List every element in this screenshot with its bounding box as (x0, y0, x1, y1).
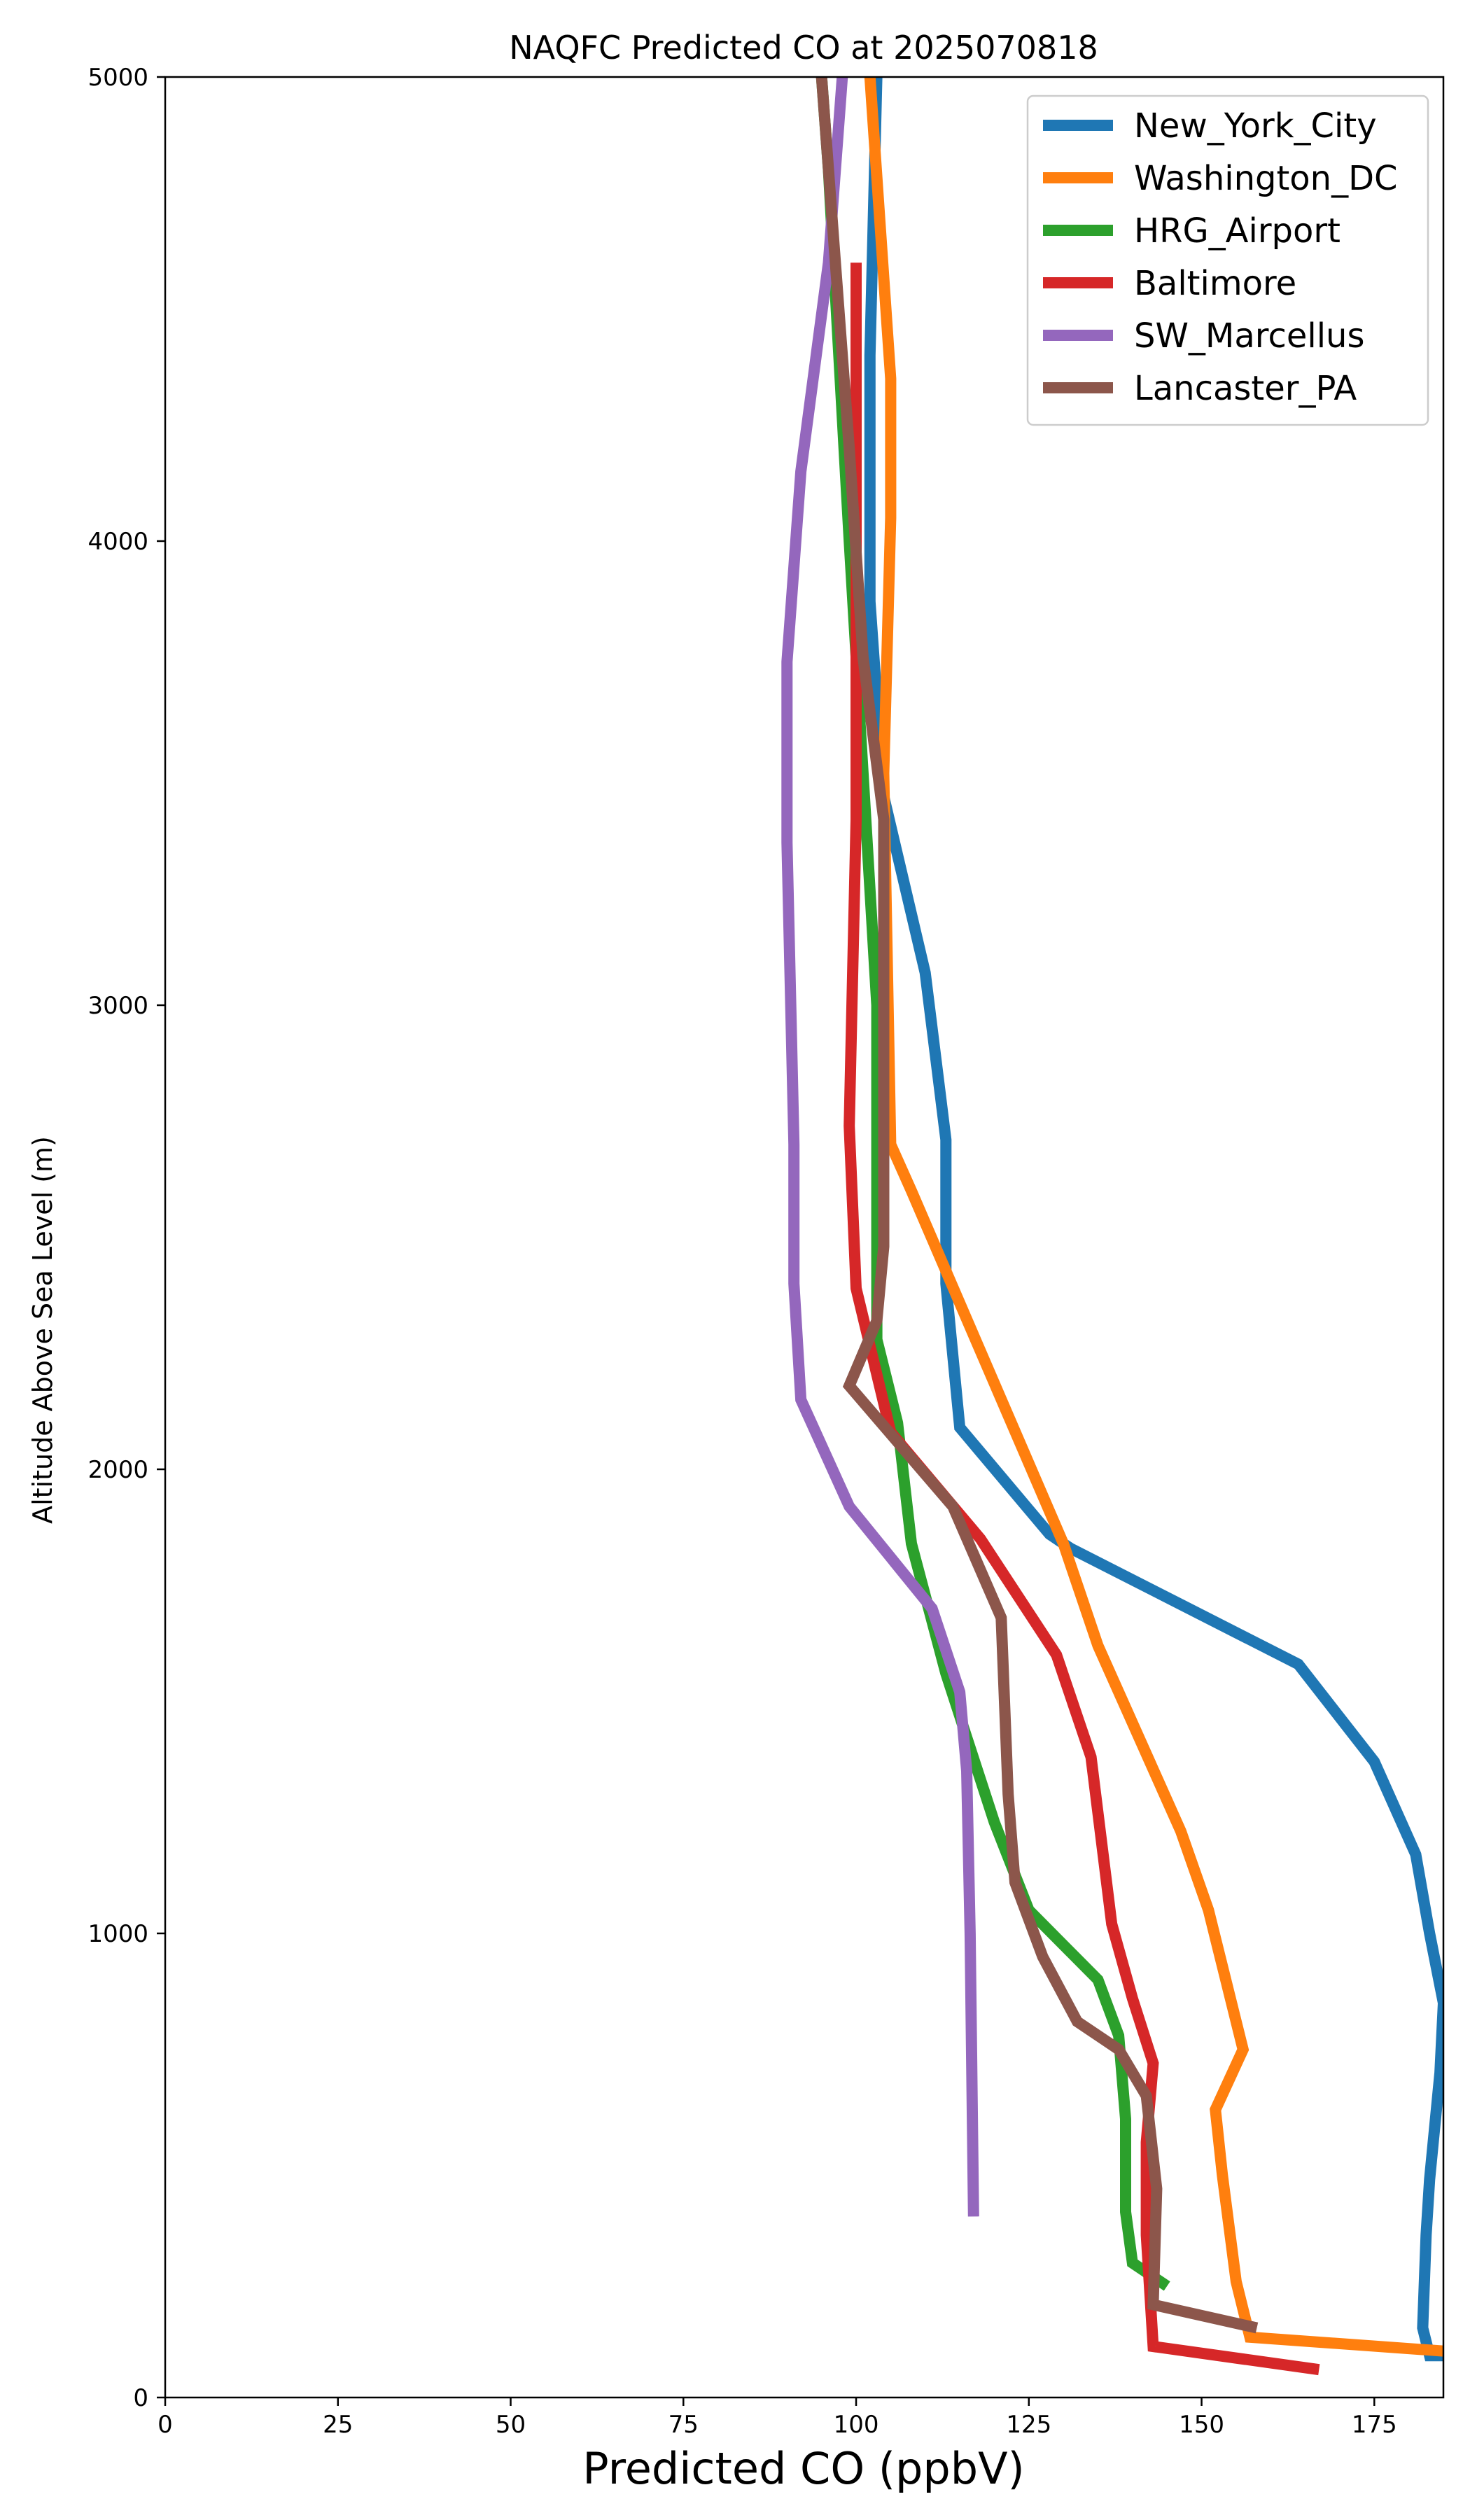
legend: New_York_City Washington_DC HRG_Airport Bal… (1026, 94, 1429, 426)
chart-title: NAQFC Predicted CO at 2025070818 (509, 29, 1098, 66)
legend-label: Washington_DC (1134, 159, 1398, 198)
x-tick-label: 0 (158, 2411, 173, 2439)
plot-lines (781, 77, 1443, 2376)
legend-label: Lancaster_PA (1134, 369, 1357, 408)
x-tick-label: 50 (496, 2411, 526, 2439)
x-tick-label: 125 (1006, 2411, 1051, 2439)
x-axis-label: Predicted CO (ppbV) (582, 2443, 1024, 2494)
y-tick-label: 4000 (88, 528, 148, 556)
y-axis: 0 1000 2000 3000 4000 5000 (88, 64, 165, 2412)
x-tick-label: 175 (1352, 2411, 1397, 2439)
x-tick-label: 75 (668, 2411, 699, 2439)
series-line-lancaster-pa (816, 77, 1259, 2334)
y-tick-label: 1000 (88, 1920, 148, 1948)
x-tick-label: 25 (323, 2411, 353, 2439)
x-tick-label: 100 (834, 2411, 879, 2439)
y-axis-label: Altitude Above Sea Level (m) (27, 1136, 58, 1524)
legend-box (1026, 94, 1429, 426)
series-line-new-york-city (864, 77, 1443, 2362)
y-tick-label: 2000 (88, 1456, 148, 1484)
y-tick-label: 3000 (88, 992, 148, 1020)
series-line-sw-marcellus (781, 77, 979, 2217)
legend-label: New_York_City (1134, 106, 1377, 146)
legend-label: HRG_Airport (1134, 211, 1340, 251)
y-tick-label: 5000 (88, 64, 148, 92)
legend-label: SW_Marcellus (1134, 316, 1364, 356)
series-line-washington-dc (864, 77, 1443, 2357)
x-tick-label: 150 (1179, 2411, 1224, 2439)
x-axis: 0 25 50 75 100 125 150 175 (158, 2398, 1397, 2439)
series-line-baltimore (844, 262, 1320, 2376)
legend-label: Baltimore (1134, 264, 1296, 303)
plot-frame (164, 76, 1445, 2399)
y-tick-label: 0 (133, 2384, 148, 2412)
